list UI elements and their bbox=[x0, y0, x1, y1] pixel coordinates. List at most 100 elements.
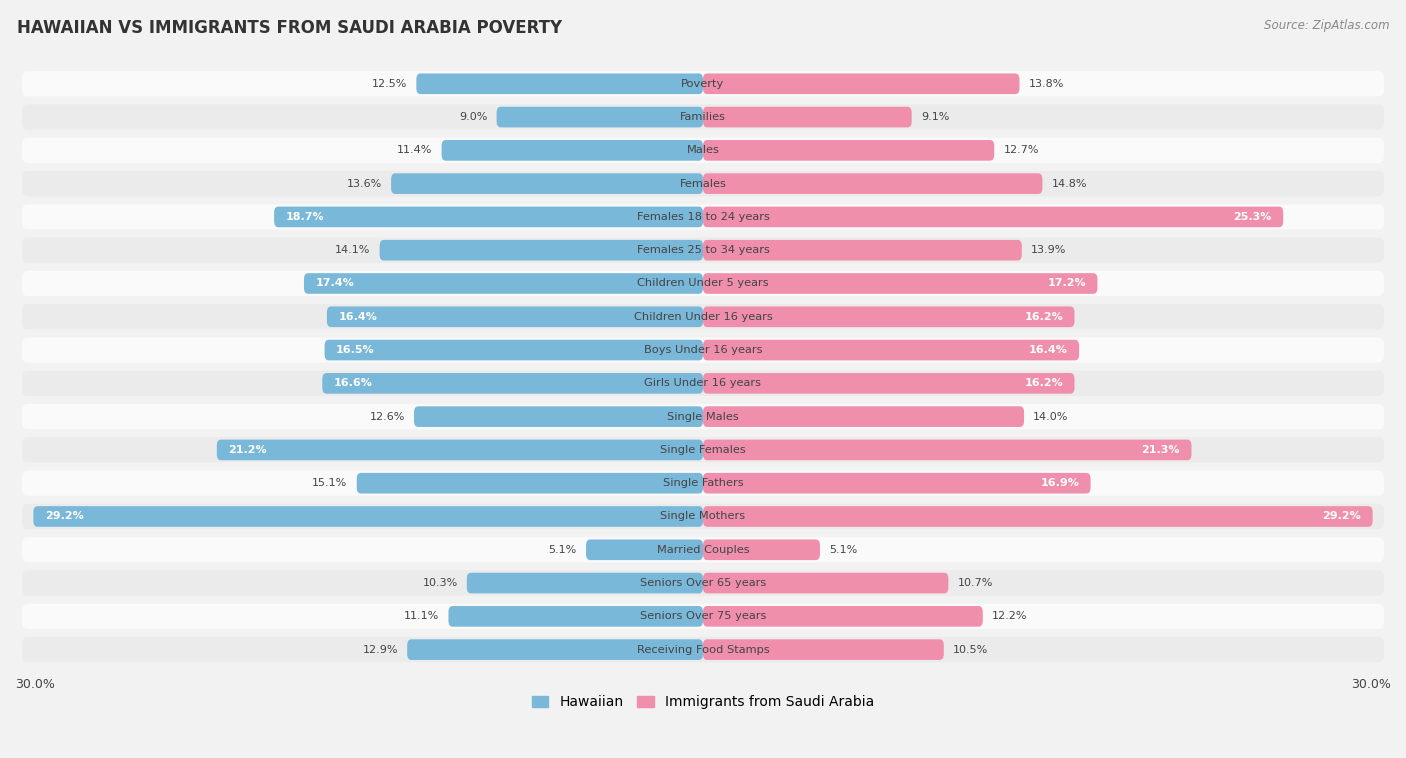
Text: 10.3%: 10.3% bbox=[422, 578, 457, 588]
FancyBboxPatch shape bbox=[449, 606, 703, 627]
FancyBboxPatch shape bbox=[274, 207, 703, 227]
Text: HAWAIIAN VS IMMIGRANTS FROM SAUDI ARABIA POVERTY: HAWAIIAN VS IMMIGRANTS FROM SAUDI ARABIA… bbox=[17, 19, 562, 37]
Text: 16.5%: 16.5% bbox=[336, 345, 374, 355]
Text: Married Couples: Married Couples bbox=[657, 545, 749, 555]
Text: Females 18 to 24 years: Females 18 to 24 years bbox=[637, 212, 769, 222]
FancyBboxPatch shape bbox=[22, 337, 1384, 363]
FancyBboxPatch shape bbox=[703, 440, 1191, 460]
FancyBboxPatch shape bbox=[22, 571, 1384, 596]
Text: 16.4%: 16.4% bbox=[339, 312, 377, 322]
Text: 21.2%: 21.2% bbox=[228, 445, 267, 455]
FancyBboxPatch shape bbox=[22, 437, 1384, 462]
Text: 30.0%: 30.0% bbox=[1351, 678, 1391, 691]
FancyBboxPatch shape bbox=[703, 406, 1024, 427]
FancyBboxPatch shape bbox=[34, 506, 703, 527]
FancyBboxPatch shape bbox=[326, 306, 703, 327]
FancyBboxPatch shape bbox=[703, 207, 1284, 227]
Text: 9.1%: 9.1% bbox=[921, 112, 949, 122]
FancyBboxPatch shape bbox=[586, 540, 703, 560]
FancyBboxPatch shape bbox=[703, 74, 1019, 94]
FancyBboxPatch shape bbox=[408, 639, 703, 660]
Text: 21.3%: 21.3% bbox=[1142, 445, 1180, 455]
Text: 16.6%: 16.6% bbox=[333, 378, 373, 388]
FancyBboxPatch shape bbox=[22, 504, 1384, 529]
Text: 17.2%: 17.2% bbox=[1047, 278, 1085, 289]
Text: 12.2%: 12.2% bbox=[993, 612, 1028, 622]
Text: 16.2%: 16.2% bbox=[1025, 378, 1063, 388]
Text: Children Under 5 years: Children Under 5 years bbox=[637, 278, 769, 289]
Text: Seniors Over 75 years: Seniors Over 75 years bbox=[640, 612, 766, 622]
FancyBboxPatch shape bbox=[22, 304, 1384, 330]
Text: 9.0%: 9.0% bbox=[458, 112, 488, 122]
FancyBboxPatch shape bbox=[22, 371, 1384, 396]
FancyBboxPatch shape bbox=[22, 537, 1384, 562]
Text: 13.6%: 13.6% bbox=[347, 179, 382, 189]
Text: 5.1%: 5.1% bbox=[548, 545, 576, 555]
Text: 14.0%: 14.0% bbox=[1033, 412, 1069, 421]
FancyBboxPatch shape bbox=[22, 138, 1384, 163]
FancyBboxPatch shape bbox=[703, 240, 1022, 261]
FancyBboxPatch shape bbox=[703, 506, 1372, 527]
Text: 10.7%: 10.7% bbox=[957, 578, 993, 588]
Text: 14.8%: 14.8% bbox=[1052, 179, 1087, 189]
FancyBboxPatch shape bbox=[703, 340, 1080, 360]
FancyBboxPatch shape bbox=[703, 573, 949, 594]
Text: 13.8%: 13.8% bbox=[1029, 79, 1064, 89]
Text: Females: Females bbox=[679, 179, 727, 189]
Text: 12.5%: 12.5% bbox=[371, 79, 408, 89]
FancyBboxPatch shape bbox=[416, 74, 703, 94]
Text: 10.5%: 10.5% bbox=[953, 644, 988, 655]
Text: Receiving Food Stamps: Receiving Food Stamps bbox=[637, 644, 769, 655]
Text: 12.7%: 12.7% bbox=[1004, 146, 1039, 155]
Text: 15.1%: 15.1% bbox=[312, 478, 347, 488]
Text: 29.2%: 29.2% bbox=[45, 512, 83, 522]
FancyBboxPatch shape bbox=[22, 204, 1384, 230]
FancyBboxPatch shape bbox=[703, 140, 994, 161]
FancyBboxPatch shape bbox=[357, 473, 703, 493]
FancyBboxPatch shape bbox=[22, 404, 1384, 429]
FancyBboxPatch shape bbox=[391, 174, 703, 194]
FancyBboxPatch shape bbox=[703, 273, 1098, 294]
FancyBboxPatch shape bbox=[703, 107, 911, 127]
FancyBboxPatch shape bbox=[413, 406, 703, 427]
Text: Single Males: Single Males bbox=[666, 412, 740, 421]
FancyBboxPatch shape bbox=[703, 540, 820, 560]
Text: Source: ZipAtlas.com: Source: ZipAtlas.com bbox=[1264, 19, 1389, 32]
Text: 14.1%: 14.1% bbox=[335, 245, 370, 255]
Text: 12.9%: 12.9% bbox=[363, 644, 398, 655]
Text: Boys Under 16 years: Boys Under 16 years bbox=[644, 345, 762, 355]
FancyBboxPatch shape bbox=[703, 639, 943, 660]
FancyBboxPatch shape bbox=[22, 71, 1384, 96]
Text: 16.9%: 16.9% bbox=[1040, 478, 1080, 488]
Text: 29.2%: 29.2% bbox=[1323, 512, 1361, 522]
Text: Single Fathers: Single Fathers bbox=[662, 478, 744, 488]
FancyBboxPatch shape bbox=[22, 471, 1384, 496]
FancyBboxPatch shape bbox=[22, 603, 1384, 629]
Text: Children Under 16 years: Children Under 16 years bbox=[634, 312, 772, 322]
FancyBboxPatch shape bbox=[217, 440, 703, 460]
Text: 30.0%: 30.0% bbox=[15, 678, 55, 691]
Text: Single Females: Single Females bbox=[661, 445, 745, 455]
FancyBboxPatch shape bbox=[496, 107, 703, 127]
Text: 12.6%: 12.6% bbox=[370, 412, 405, 421]
Text: Males: Males bbox=[686, 146, 720, 155]
Text: Families: Families bbox=[681, 112, 725, 122]
FancyBboxPatch shape bbox=[22, 237, 1384, 263]
FancyBboxPatch shape bbox=[322, 373, 703, 393]
Text: 13.9%: 13.9% bbox=[1031, 245, 1066, 255]
Text: Girls Under 16 years: Girls Under 16 years bbox=[644, 378, 762, 388]
Text: Seniors Over 65 years: Seniors Over 65 years bbox=[640, 578, 766, 588]
Text: 16.2%: 16.2% bbox=[1025, 312, 1063, 322]
FancyBboxPatch shape bbox=[703, 174, 1042, 194]
FancyBboxPatch shape bbox=[703, 473, 1091, 493]
Text: 16.4%: 16.4% bbox=[1029, 345, 1067, 355]
FancyBboxPatch shape bbox=[703, 606, 983, 627]
FancyBboxPatch shape bbox=[703, 373, 1074, 393]
FancyBboxPatch shape bbox=[703, 306, 1074, 327]
FancyBboxPatch shape bbox=[467, 573, 703, 594]
FancyBboxPatch shape bbox=[22, 271, 1384, 296]
Text: Females 25 to 34 years: Females 25 to 34 years bbox=[637, 245, 769, 255]
Text: 5.1%: 5.1% bbox=[830, 545, 858, 555]
FancyBboxPatch shape bbox=[22, 105, 1384, 130]
Text: Poverty: Poverty bbox=[682, 79, 724, 89]
